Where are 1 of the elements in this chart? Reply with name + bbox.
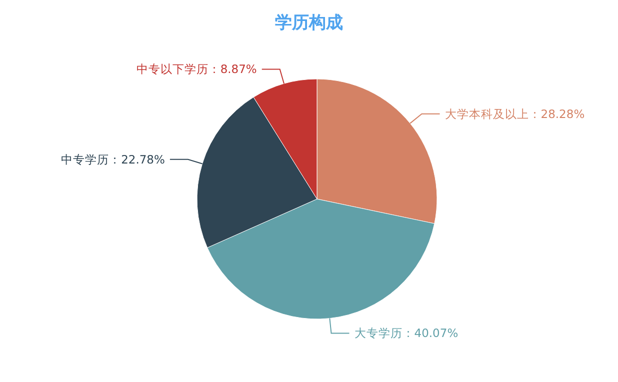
title: 学历构成 xyxy=(275,13,343,33)
